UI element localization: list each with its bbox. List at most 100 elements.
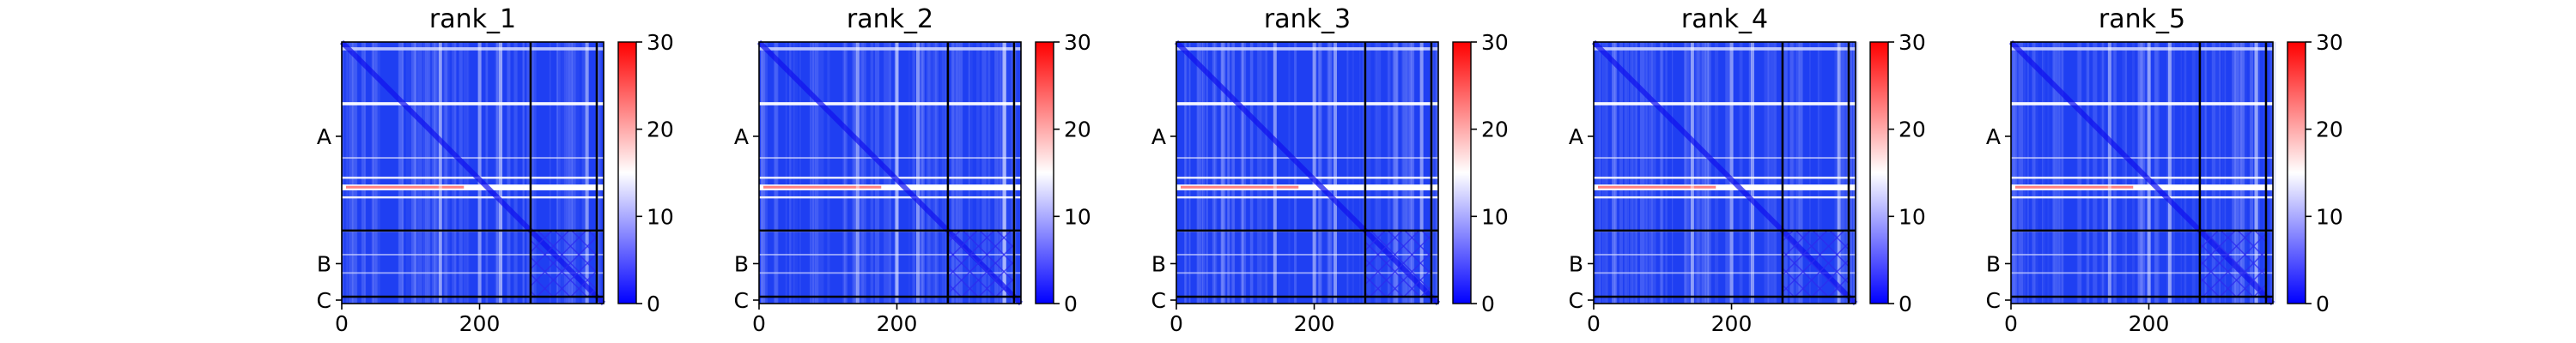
heatmap-stripe	[1704, 42, 1710, 304]
heatmap-stripe	[351, 42, 354, 304]
heatmap-stripe	[1684, 42, 1690, 304]
heatmap-stripe	[371, 42, 374, 304]
heatmap-stripe	[398, 42, 404, 304]
heatmap-stripe	[968, 42, 970, 304]
heatmap-frame	[758, 41, 1022, 304]
heatmap-stripe	[1644, 42, 1648, 304]
chain-b-block-cross	[947, 230, 1014, 297]
heatmap-stripe	[928, 42, 931, 304]
heatmap-stripe	[1249, 42, 1254, 304]
heatmap-stripe	[870, 42, 874, 304]
heatmap-stripe	[2263, 42, 2266, 304]
heatmap-stripe	[2172, 42, 2176, 304]
heatmap-stripe	[559, 42, 564, 304]
colorbar-tick-label: 10	[1064, 204, 1091, 229]
colorbar-tick-label: 20	[2316, 117, 2343, 142]
heatmap-stripe	[438, 42, 442, 304]
heatmap-stripe	[581, 42, 586, 304]
y-tick-label: A	[1986, 124, 2001, 149]
heatmap-stripe	[854, 42, 857, 304]
heatmap-stripe	[2254, 42, 2258, 304]
heatmap-stripe	[1636, 42, 1637, 304]
heatmap-stripe	[818, 42, 824, 304]
heatmap-stripe	[2148, 42, 2151, 304]
heatmap-row-band	[1176, 47, 1438, 51]
heatmap-stripe	[1392, 42, 1398, 304]
heatmap-stripe	[1697, 42, 1701, 304]
heatmap-stripe	[568, 42, 572, 304]
heatmap-stripe	[1197, 42, 1202, 304]
heatmap-stripe	[2076, 42, 2082, 304]
panel-title: rank_1	[429, 4, 516, 34]
heatmap-stripe	[371, 42, 377, 304]
heatmap-stripe	[1855, 42, 1859, 304]
heatmap-stripe	[2053, 42, 2057, 304]
heatmap-texture	[1595, 42, 1859, 304]
heatmap-stripe	[2272, 42, 2276, 304]
heatmap-stripe	[1206, 42, 1208, 304]
heatmap-stripe	[2052, 42, 2056, 304]
heatmap-stripe	[844, 42, 846, 304]
heatmap-stripe	[1010, 42, 1013, 304]
heatmap-high-error	[346, 185, 465, 189]
colorbar-tick-label: 30	[1899, 30, 1926, 55]
heatmap-stripe	[1629, 42, 1631, 304]
heatmap-stripe	[2101, 42, 2104, 304]
heatmap-stripe	[1783, 42, 1788, 304]
heatmap-stripe	[410, 42, 416, 304]
heatmap-row-band	[2011, 184, 2273, 190]
heatmap-stripe	[425, 42, 428, 304]
heatmap-stripe	[463, 42, 469, 304]
heatmap-col-band	[895, 42, 899, 304]
heatmap-stripe	[1748, 42, 1752, 304]
heatmap-stripe	[894, 42, 899, 304]
x-tick-label: 0	[1170, 311, 1183, 336]
heatmap-row-band	[1594, 184, 1856, 190]
heatmap-stripe	[1764, 42, 1769, 304]
heatmap-stripe	[760, 42, 762, 304]
y-tick-label: C	[734, 288, 749, 313]
heatmap-frame	[1176, 41, 1439, 304]
heatmap-stripe	[1694, 42, 1699, 304]
heatmap-col-band	[1334, 42, 1337, 304]
heatmap-stripe	[398, 42, 404, 304]
heatmap-stripe	[533, 42, 537, 304]
heatmap-stripe	[507, 42, 511, 304]
y-tick-label: B	[1986, 251, 2001, 276]
heatmap-stripe	[445, 42, 450, 304]
y-tick-label: C	[1986, 288, 2001, 313]
heatmap-stripe	[933, 42, 937, 304]
heatmap-col-band	[2168, 42, 2172, 304]
heatmap-stripe	[814, 42, 819, 304]
heatmap-stripe	[2043, 42, 2046, 304]
heatmap-stripe	[1840, 42, 1844, 304]
heatmap-row-band	[1594, 177, 1856, 179]
heatmap-stripe	[375, 42, 378, 304]
heatmap-stripe	[1004, 42, 1007, 304]
colorbar-tick-label: 20	[1064, 117, 1091, 142]
heatmap-stripe	[361, 42, 366, 304]
heatmap-stripe	[927, 42, 929, 304]
colorbar	[1035, 41, 1054, 304]
heatmap-stripe	[445, 42, 447, 304]
heatmap-stripe	[495, 42, 498, 304]
heatmap-stripe	[1789, 42, 1794, 304]
heatmap-stripe	[955, 42, 959, 304]
heatmap-row-band	[1176, 196, 1438, 199]
heatmap-stripe	[434, 42, 437, 304]
heatmap-stripe	[1288, 42, 1291, 304]
heatmap-stripe	[852, 42, 856, 304]
heatmap-stripe	[1645, 42, 1647, 304]
heatmap-stripe	[1198, 42, 1200, 304]
heatmap-stripe	[1318, 42, 1320, 304]
heatmap-stripe	[970, 42, 973, 304]
heatmap-stripe	[774, 42, 779, 304]
heatmap-row-band	[759, 177, 1021, 179]
heatmap-stripe	[1613, 42, 1617, 304]
heatmap-stripe	[1257, 42, 1262, 304]
colorbar-tick-label: 0	[647, 292, 660, 316]
